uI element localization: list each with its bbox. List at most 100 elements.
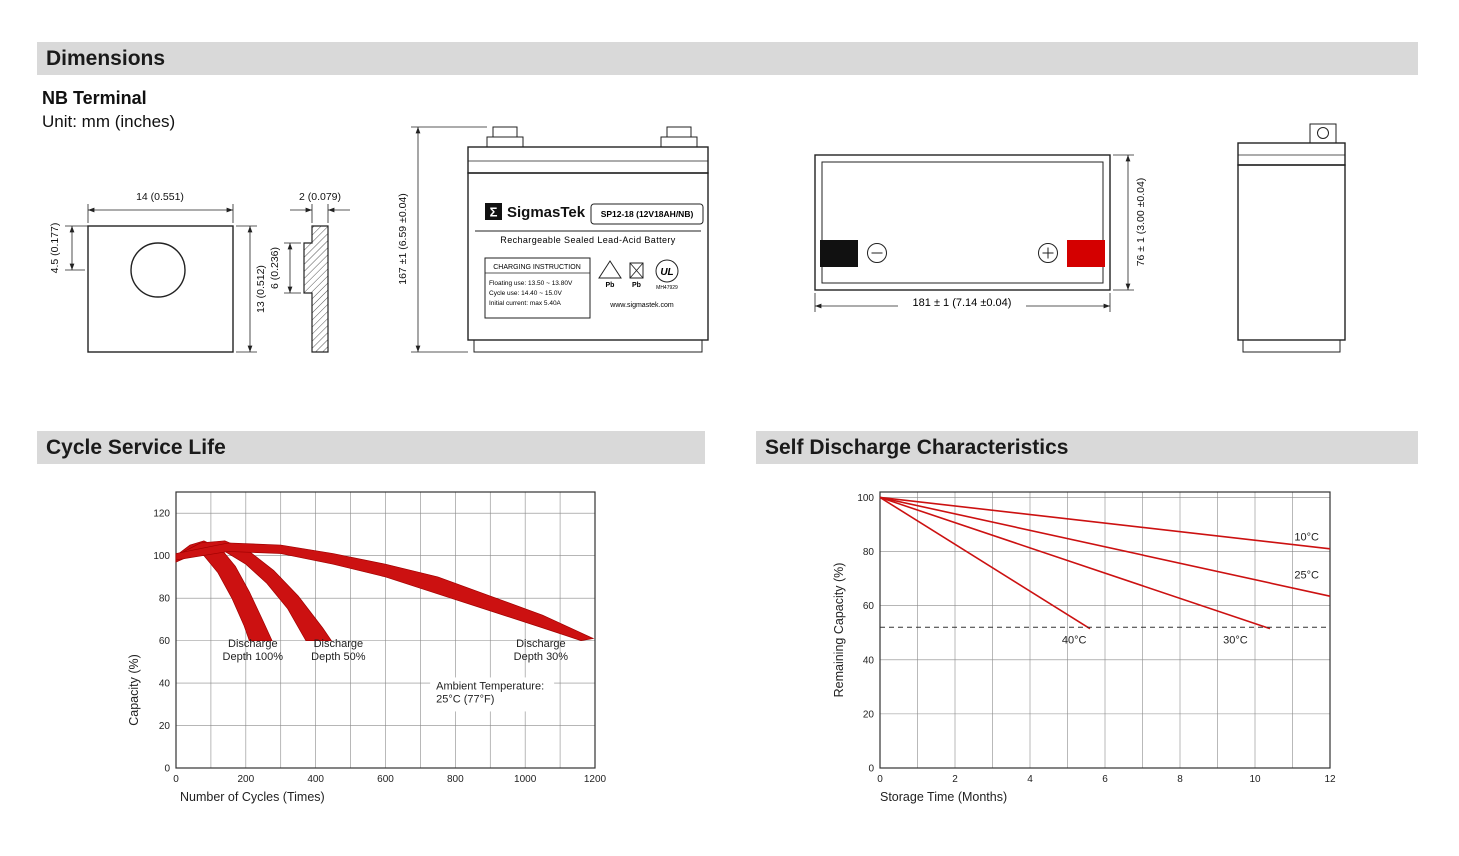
terminal-plate <box>87 225 234 353</box>
ul-certification-icon <box>655 259 679 283</box>
y-tick: 120 <box>153 509 170 520</box>
charging-line-3: Initial current: max 5.40A <box>489 300 562 307</box>
y-tick: 60 <box>159 636 171 647</box>
chart-annotation: 40°C <box>1062 635 1087 647</box>
series-line <box>879 496 1271 630</box>
dimensions-section-title: Dimensions <box>46 47 166 70</box>
dim-top-depth: 76 ± 1 (3.00 ±0.04) <box>1135 178 1147 267</box>
recycle-pb-icon <box>598 260 622 279</box>
battery-top-view: 181 ± 1 (7.14 ±0.04) 76 ± 1 (3.00 ±0.04) <box>814 154 1147 312</box>
y-tick: 100 <box>153 551 170 562</box>
side-base <box>1242 339 1341 353</box>
top-view-outline <box>814 154 1111 291</box>
dim-terminal-height: 13 (0.512) <box>255 265 267 313</box>
negative-terminal-marker <box>820 240 858 267</box>
battery-lid <box>467 146 709 174</box>
x-tick: 2 <box>952 774 958 785</box>
charging-instruction-box <box>484 257 591 319</box>
chart-annotation: Depth 100% <box>223 651 284 663</box>
y-tick: 20 <box>863 709 875 720</box>
dim-terminal-thickness: 2 (0.079) <box>299 191 341 203</box>
y-tick: 0 <box>164 764 170 775</box>
x-axis-label: Number of Cycles (Times) <box>180 790 325 804</box>
x-tick: 1000 <box>514 774 537 785</box>
cycle-service-life-chart: 0 200 400 600 800 1000 1200 0 20 40 60 80 100 120 Disc… <box>60 480 660 825</box>
battery-side-view <box>1237 123 1346 353</box>
chart-annotation: Depth 30% <box>514 651 569 663</box>
sigma-logo-icon: Σ <box>490 205 498 220</box>
x-tick: 1200 <box>584 774 607 785</box>
battery-subtitle: Rechargeable Sealed Lead-Acid Battery <box>500 235 676 245</box>
positive-terminal <box>660 136 698 148</box>
side-lid <box>1237 142 1346 166</box>
chart-annotation: Depth 50% <box>311 651 366 663</box>
x-tick: 8 <box>1177 774 1183 785</box>
y-tick: 0 <box>868 764 874 775</box>
model-badge-box <box>590 203 704 225</box>
y-tick: 80 <box>863 547 875 558</box>
pb-label-1: Pb <box>606 282 615 289</box>
side-terminal <box>1309 123 1337 144</box>
self-discharge-section-header: Self Discharge Characteristics <box>756 431 1418 464</box>
charging-line-1: Floating use: 13.50 ~ 13.80V <box>489 280 573 287</box>
x-tick: 600 <box>377 774 394 785</box>
chart-annotation: Discharge <box>516 638 566 650</box>
brand-name: SigmasTek <box>507 204 586 221</box>
x-tick: 800 <box>447 774 464 785</box>
x-axis-label: Storage Time (Months) <box>880 790 1007 804</box>
negative-terminal <box>486 136 524 148</box>
x-tick: 200 <box>237 774 254 785</box>
terminal-hole <box>130 242 186 298</box>
y-tick: 80 <box>159 594 171 605</box>
battery-body <box>467 172 709 341</box>
unit-note: Unit: mm (inches) <box>42 112 176 131</box>
series-line <box>879 496 1331 597</box>
dim-terminal-depth: 6 (0.236) <box>269 247 281 289</box>
y-tick: 60 <box>863 601 875 612</box>
positive-terminal-marker <box>1067 240 1105 267</box>
ul-code: MH47929 <box>656 285 678 291</box>
y-axis-label: Remaining Capacity (%) <box>832 563 846 698</box>
chart-annotation: Discharge <box>314 638 364 650</box>
cycle-section-header: Cycle Service Life <box>37 431 705 464</box>
nb-terminal-title: NB Terminal <box>42 88 147 108</box>
sigma-logo-box <box>485 203 502 220</box>
band <box>175 542 595 641</box>
model-label: SP12-18 (12V18AH/NB) <box>601 209 694 219</box>
series-line <box>879 496 1331 550</box>
self_discharge-svg: 0 2 4 6 8 10 12 0 20 40 60 80 100 10°C 25°C 40°C 30°C Sto… <box>832 491 1336 804</box>
charging-line-2: Cycle use: 14.40 ~ 15.0V <box>489 290 562 297</box>
series-line <box>879 496 1091 630</box>
cycle_service_life-svg: 0 200 400 600 800 1000 1200 0 20 40 60 80 100 120 Disc… <box>127 491 607 804</box>
chart-annotation: 25°C (77°F) <box>436 693 494 705</box>
chart-annotation: 30°C <box>1223 635 1248 647</box>
cycle-section-title: Cycle Service Life <box>46 436 226 459</box>
terminal-section <box>303 225 329 353</box>
y-tick: 40 <box>863 655 875 666</box>
x-tick: 6 <box>1102 774 1108 785</box>
x-tick: 4 <box>1027 774 1033 785</box>
x-tick: 400 <box>307 774 324 785</box>
plot-border <box>879 491 1331 769</box>
y-axis-label: Capacity (%) <box>127 654 141 726</box>
x-tick: 0 <box>173 774 179 785</box>
plot-border <box>175 491 596 769</box>
x-tick: 12 <box>1324 774 1336 785</box>
crossed-bin-icon <box>629 262 644 279</box>
dimensions-section-header: Dimensions <box>37 42 1418 75</box>
side-body <box>1237 164 1346 341</box>
pb-label-2: Pb <box>632 282 641 289</box>
dim-battery-height: 167 ±1 (6.59 ±0.04) <box>397 193 409 285</box>
dim-top-width: 181 ± 1 (7.14 ±0.04) <box>913 297 1012 309</box>
terminal-front-view: 14 (0.551) 4.5 (0.177) 13 (0.512) <box>49 191 267 353</box>
chart-annotation: Ambient Temperature: <box>436 680 544 692</box>
y-tick: 100 <box>857 493 874 504</box>
self-discharge-section-title: Self Discharge Characteristics <box>765 436 1069 459</box>
chart-annotation: 25°C <box>1294 570 1319 582</box>
dim-terminal-width: 14 (0.551) <box>136 191 184 203</box>
website-url: www.sigmastek.com <box>609 302 674 309</box>
chart-annotation: Discharge <box>228 638 278 650</box>
chart-annotation: 10°C <box>1294 532 1319 544</box>
battery-base <box>473 339 703 353</box>
dim-terminal-hole-offset: 4.5 (0.177) <box>49 223 61 274</box>
